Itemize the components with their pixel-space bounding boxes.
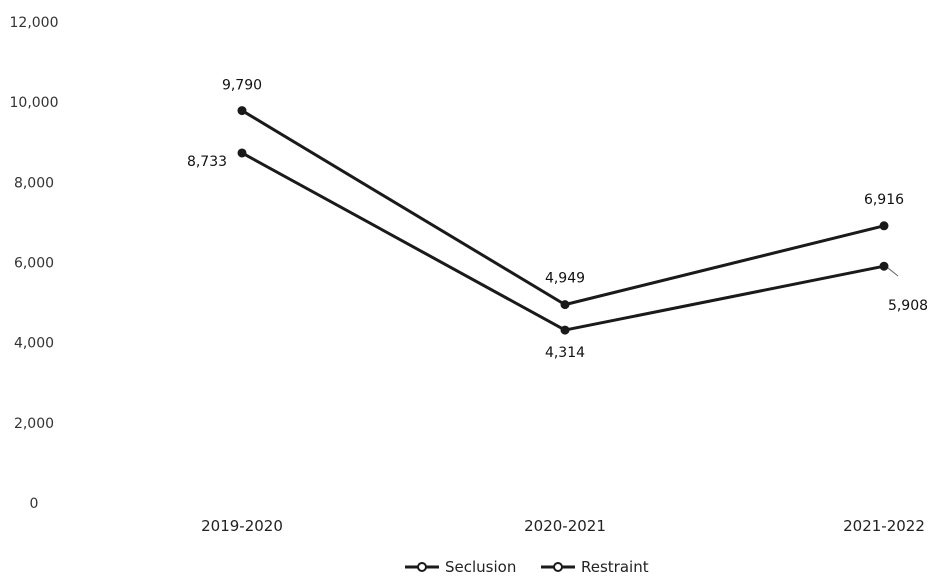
x-tick-label: 2021-2022 bbox=[843, 517, 925, 535]
data-point-seclusion bbox=[879, 261, 889, 271]
data-label-restraint: 4,949 bbox=[545, 271, 585, 287]
y-tick-label: 10,000 bbox=[10, 95, 59, 111]
legend-marker-restraint bbox=[553, 562, 563, 572]
series-group bbox=[237, 106, 889, 335]
x-tick-label: 2019-2020 bbox=[201, 517, 283, 535]
data-label-seclusion: 8,733 bbox=[187, 154, 227, 170]
legend-label-restraint: Restraint bbox=[581, 558, 649, 576]
y-tick-label: 0 bbox=[30, 496, 39, 512]
y-tick-label: 8,000 bbox=[14, 175, 54, 191]
x-axis: 2019-2020 2020-2021 2021-2022 bbox=[201, 517, 925, 535]
data-point-seclusion bbox=[237, 148, 247, 158]
data-label-seclusion: 5,908 bbox=[888, 298, 928, 314]
data-label-seclusion: 4,314 bbox=[545, 345, 585, 361]
legend-marker-seclusion bbox=[417, 562, 427, 572]
legend: Seclusion Restraint bbox=[405, 558, 649, 576]
data-point-seclusion bbox=[560, 325, 570, 335]
x-tick-label: 2020-2021 bbox=[524, 517, 606, 535]
legend-label-seclusion: Seclusion bbox=[445, 558, 516, 576]
y-tick-label: 6,000 bbox=[14, 256, 54, 272]
y-tick-label: 2,000 bbox=[14, 416, 54, 432]
data-point-restraint bbox=[879, 221, 889, 231]
y-axis: 0 2,000 4,000 6,000 8,000 10,000 12,000 bbox=[10, 15, 59, 512]
data-labels: 8,733 4,314 5,908 9,790 4,949 6,916 bbox=[187, 78, 928, 361]
data-point-restraint bbox=[560, 300, 570, 310]
data-label-restraint: 6,916 bbox=[864, 192, 904, 208]
data-point-restraint bbox=[237, 106, 247, 116]
data-label-restraint: 9,790 bbox=[222, 78, 262, 94]
leader-line bbox=[887, 267, 899, 277]
y-tick-label: 12,000 bbox=[10, 15, 59, 31]
y-tick-label: 4,000 bbox=[14, 336, 54, 352]
